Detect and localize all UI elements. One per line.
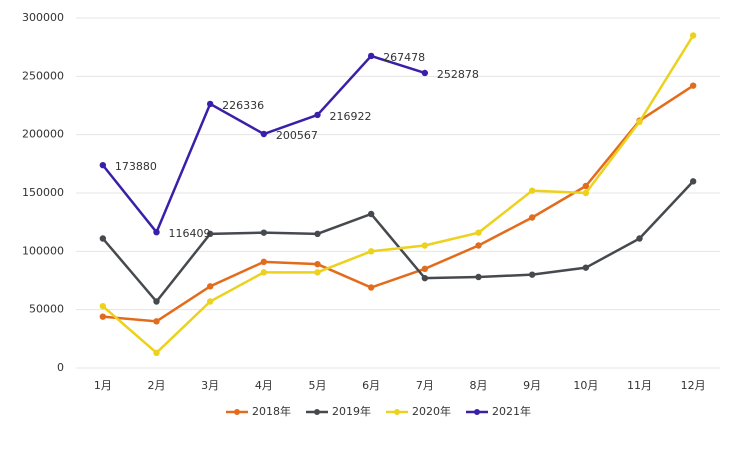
point [475,273,482,281]
series-line [102,84,694,323]
point [314,230,321,238]
legend-dot [314,409,320,415]
point [367,210,375,218]
point [421,274,429,282]
data-label: 173880 [115,160,157,173]
data-label: 200567 [276,129,318,142]
x-tick-label: 6月 [362,379,380,392]
point [260,269,268,276]
point [689,82,697,89]
point [582,264,590,271]
series-line [101,180,695,304]
data-label: 226336 [222,99,264,112]
point [153,318,160,325]
x-tick-label: 3月 [201,379,219,392]
point [206,283,214,290]
legend-dot [474,409,480,415]
y-tick-label: 0 [57,361,64,374]
point [528,214,536,221]
point [367,248,375,255]
point [99,161,107,169]
data-label: 267478 [383,51,425,64]
point [636,235,643,242]
point [206,298,214,305]
x-tick-label: 12月 [681,379,706,392]
legend-dot [234,409,240,415]
point [367,52,375,60]
y-tick-label: 200000 [22,128,64,141]
x-tick-label: 1月 [94,379,112,392]
legend-label: 2020年 [412,404,451,418]
point [475,242,482,249]
point [99,313,107,320]
point [260,258,268,266]
y-tick-label: 100000 [22,244,64,257]
x-tick-label: 11月 [627,379,652,392]
point [636,118,643,126]
point [260,130,268,138]
data-label: 216922 [330,110,372,123]
point [99,235,107,242]
series-line [102,34,695,355]
data-label: 252878 [437,68,479,81]
data-label: 116409 [169,227,211,240]
point [314,260,321,268]
point [314,269,321,276]
x-tick-label: 4月 [255,379,273,392]
point [206,230,214,238]
x-tick-label: 10月 [573,379,598,392]
x-tick-label: 2月 [148,379,166,392]
x-tick-label: 9月 [523,379,541,392]
point [528,187,536,194]
y-tick-label: 250000 [22,69,64,82]
legend-dot [394,409,400,415]
point [153,298,160,305]
point [689,32,697,39]
y-tick-label: 50000 [29,303,64,316]
legend-label: 2021年 [492,404,531,418]
point [689,178,697,185]
x-tick-label: 7月 [416,379,434,392]
x-tick-label: 8月 [470,379,488,392]
point [475,229,482,236]
point [421,242,429,249]
point [367,284,375,291]
point [314,111,321,119]
x-tick-label: 5月 [309,379,327,392]
y-tick-label: 300000 [22,11,64,24]
point [153,349,160,357]
point [421,69,429,77]
point [528,271,536,278]
point [582,189,590,197]
series-line [101,54,426,235]
point [421,265,429,273]
point [260,229,268,236]
y-tick-label: 150000 [22,186,64,199]
point [582,182,590,190]
point [99,302,107,310]
point [153,228,160,236]
point [206,100,214,108]
legend-label: 2018年 [252,404,291,418]
legend-label: 2019年 [332,404,371,418]
